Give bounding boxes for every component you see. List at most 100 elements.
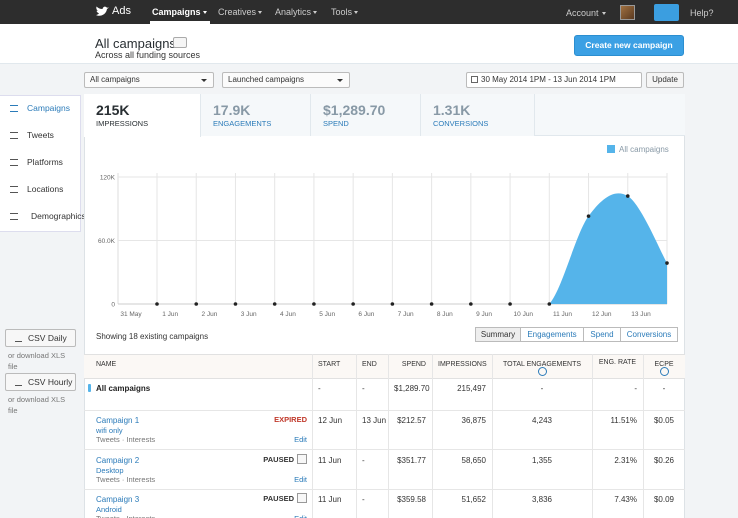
summary-text: Showing 18 existing campaigns [96, 332, 209, 341]
sidebar-item[interactable]: Tweets [27, 130, 54, 140]
column-divider [592, 354, 593, 518]
calendar-icon [471, 76, 478, 83]
table-cell: - [362, 495, 365, 504]
create-button[interactable]: Create new campaign [574, 35, 684, 56]
y-tick-label: 120K [100, 175, 116, 182]
status-filter[interactable]: Launched campaigns [222, 72, 350, 88]
table-cell: 7.43% [614, 495, 637, 504]
nav-item[interactable]: Campaigns [152, 7, 207, 17]
table-cell: $351.77 [397, 456, 426, 465]
table-cell: - [540, 384, 544, 393]
main-panel [84, 94, 685, 518]
column-header: SPEND [401, 361, 426, 368]
help[interactable]: Help? [690, 8, 714, 18]
legend: All campaigns [607, 145, 669, 154]
metric-label: IMPRESSIONS [96, 119, 149, 128]
data-point [272, 302, 277, 306]
view-toggle[interactable]: Conversions [620, 327, 678, 342]
table-cell: 4,243 [531, 416, 553, 425]
page-title: All campaigns [95, 36, 176, 51]
table-cell: 36,875 [461, 416, 486, 425]
campaign-status: PAUSED [263, 494, 294, 503]
x-tick-label: 8 Jun [437, 311, 453, 318]
edit-link[interactable]: Edit [260, 514, 307, 518]
nav-item[interactable]: Analytics [275, 7, 318, 17]
table-cell: $212.57 [397, 416, 426, 425]
table-row [84, 450, 685, 490]
table-cell: 12 Jun [318, 416, 343, 425]
sidebar-icon [10, 105, 18, 112]
table-cell: $1,289.70 [394, 384, 430, 393]
sidebar-item[interactable]: Locations [27, 184, 64, 194]
metric-tab[interactable]: 215K IMPRESSIONS [84, 94, 201, 137]
update-button[interactable]: Update [646, 72, 684, 88]
edit-link[interactable]: Edit [294, 435, 307, 444]
x-tick-label: 13 Jun [631, 311, 651, 318]
resume-button[interactable] [297, 493, 307, 503]
nav-item[interactable]: Creatives [218, 7, 263, 17]
metric-tab[interactable]: 17.9K ENGAGEMENTS [201, 94, 311, 136]
sidebar-item[interactable]: Platforms [27, 157, 63, 167]
data-point [429, 302, 434, 306]
download-note[interactable]: or download XLS file [8, 351, 66, 371]
sidebar-icon [10, 186, 18, 193]
compose-button[interactable] [654, 4, 679, 21]
x-tick-label: 9 Jun [476, 311, 492, 318]
table-cell: 11 Jun [318, 495, 342, 504]
data-point [233, 302, 238, 306]
metric-label: SPEND [323, 119, 349, 128]
table-cell: 11.51% [610, 416, 637, 425]
help-icon [660, 367, 669, 376]
caret [601, 12, 606, 16]
metric-value: 1.31K [433, 102, 471, 118]
metric-tab[interactable]: $1,289.70 SPEND [311, 94, 421, 136]
view-toggle[interactable]: Summary [475, 327, 521, 342]
sidebar-item[interactable]: Campaigns [27, 103, 70, 113]
data-point [665, 261, 669, 265]
caret [337, 79, 343, 82]
campaign-name[interactable]: Campaign 3 [96, 495, 140, 504]
account-menu[interactable]: Account [566, 8, 606, 18]
csv-download-button[interactable]: CSV Hourly [5, 373, 76, 391]
table-cell: - [318, 384, 321, 393]
campaign-targeting: Tweets · Interests [96, 514, 155, 518]
active-underline [150, 21, 210, 24]
y-tick-label: 0 [111, 302, 115, 309]
campaign-name[interactable]: Campaign 2 [96, 456, 140, 465]
column-divider [643, 354, 644, 518]
x-tick-label: 4 Jun [280, 311, 296, 318]
view-toggle[interactable]: Spend [583, 327, 621, 342]
caret [354, 11, 359, 15]
table-cell: $0.26 [653, 456, 675, 465]
campaign-filter[interactable]: All campaigns [84, 72, 214, 88]
table-cell: 58,650 [461, 456, 486, 465]
table-cell: 215,497 [457, 384, 486, 393]
legend-swatch [607, 145, 615, 153]
metric-label: CONVERSIONS [433, 119, 489, 128]
brand: Ads [112, 5, 131, 17]
table-cell: $359.58 [397, 495, 426, 504]
edit-link[interactable]: Edit [294, 475, 307, 484]
date-range[interactable]: 30 May 2014 1PM - 13 Jun 2014 1PM [466, 72, 642, 88]
metric-tab[interactable]: 1.31K CONVERSIONS [421, 94, 535, 136]
chart: All campaigns 0 60.0K 120K 31 May 1 Jun 2 Jun 3… [98, 145, 669, 318]
table-cell: 51,652 [461, 495, 486, 504]
table-cell: 13 Jun [362, 416, 387, 425]
title-dropdown[interactable] [173, 37, 187, 48]
table-cell: 1,355 [531, 456, 553, 465]
avatar[interactable] [620, 5, 635, 20]
csv-download-button[interactable]: CSV Daily [5, 329, 76, 347]
resume-button[interactable] [297, 454, 307, 464]
view-toggle[interactable]: Engagements [520, 327, 584, 342]
table-cell: - [362, 384, 365, 393]
table-cell: 3,836 [531, 495, 553, 504]
data-point [351, 302, 355, 306]
sidebar-item[interactable]: Demographics [31, 211, 86, 221]
data-point [155, 302, 159, 306]
sidebar-icon [10, 159, 18, 166]
nav-item[interactable]: Tools [331, 7, 359, 17]
caret [258, 11, 263, 15]
download-note[interactable]: or download XLS file [8, 395, 66, 415]
campaign-name[interactable]: Campaign 1 [96, 416, 140, 425]
data-point [625, 194, 630, 198]
